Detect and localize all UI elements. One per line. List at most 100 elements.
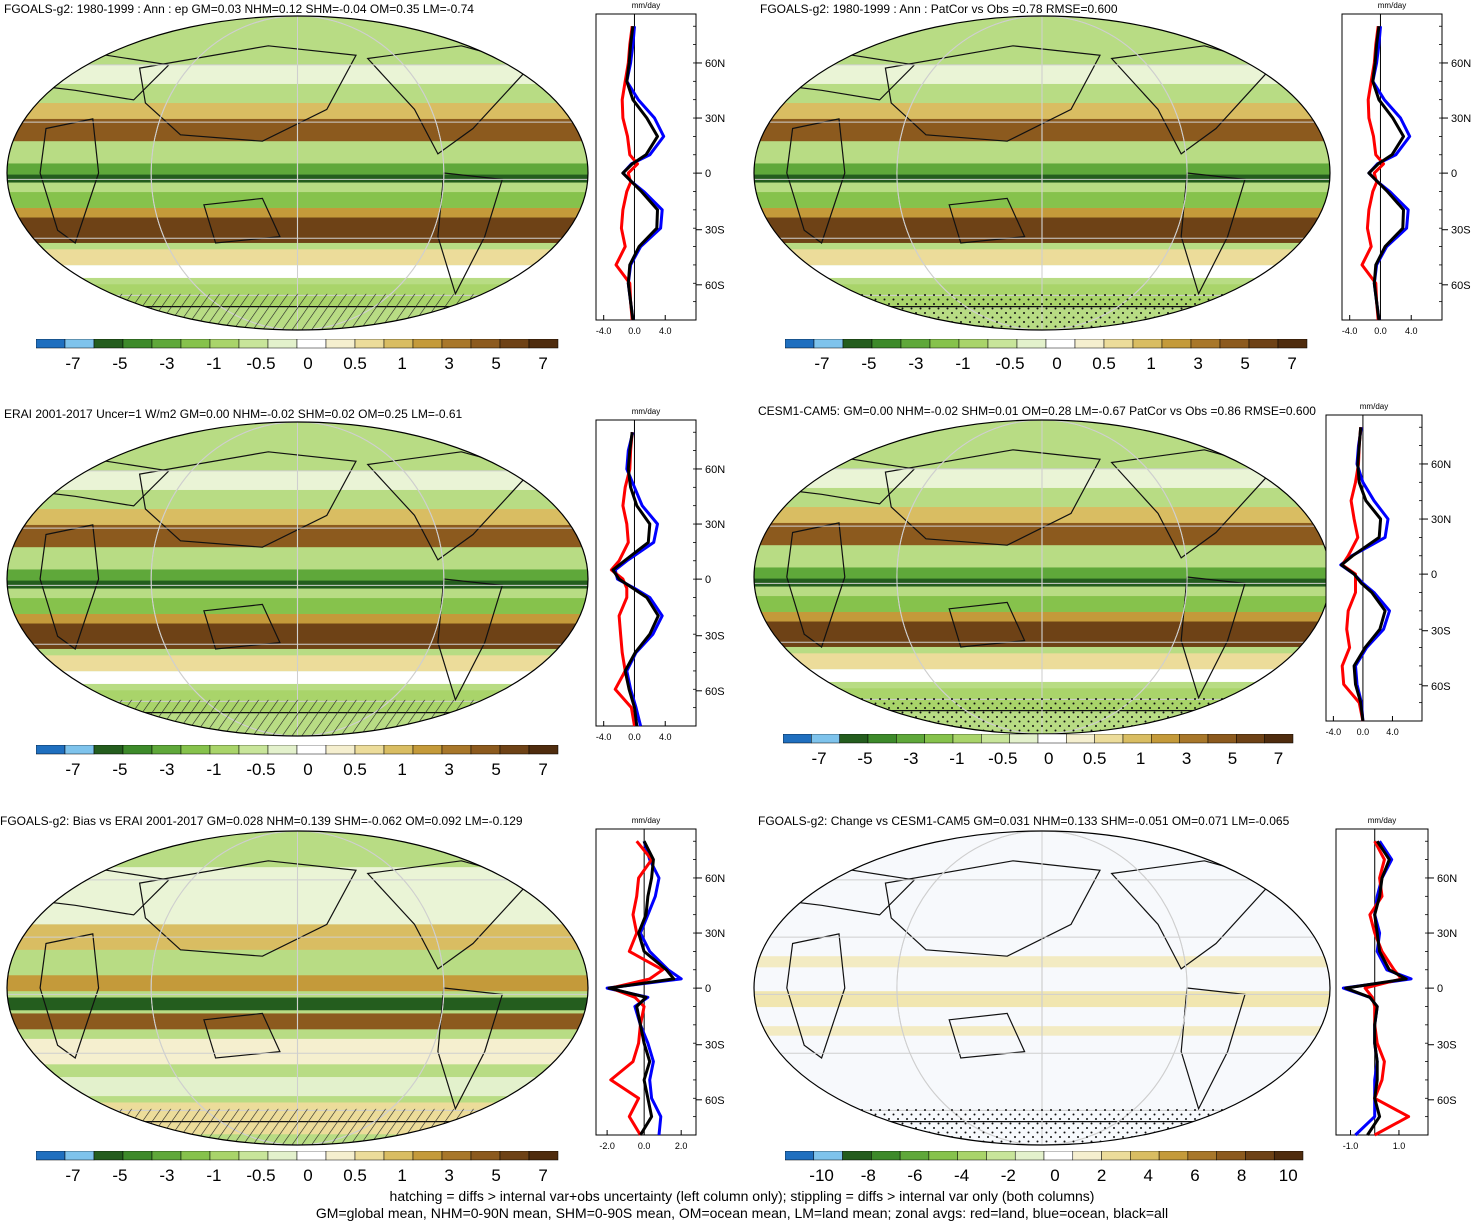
colorbar-swatch <box>840 734 868 743</box>
colorbar-swatch <box>814 339 843 348</box>
colorbar-label: 0.5 <box>1083 749 1107 768</box>
colorbar-label: 0 <box>1052 354 1061 373</box>
colorbar-label: 0.5 <box>1092 354 1116 373</box>
lat-tick-label: 30N <box>1437 928 1457 940</box>
lat-tick-label: 60N <box>705 464 725 476</box>
colorbar-label: -1 <box>206 1166 221 1185</box>
colorbar-label: 3 <box>1182 749 1191 768</box>
colorbar-swatch <box>529 1151 558 1160</box>
colorbar-label: -3 <box>159 760 174 779</box>
colorbar-label: -10 <box>809 1166 834 1185</box>
colorbar-label: 7 <box>1287 354 1296 373</box>
lat-tick-label: 30S <box>1451 225 1471 237</box>
colorbar-swatch <box>1220 339 1249 348</box>
colorbar-swatch <box>355 745 384 754</box>
colorbar-label: 1 <box>397 760 406 779</box>
x-tick-label: 4.0 <box>659 732 672 742</box>
colorbar-swatch <box>1123 734 1151 743</box>
colorbar-label: -0.5 <box>246 1166 275 1185</box>
colorbar-swatch <box>442 745 471 754</box>
colorbar-swatch <box>500 745 529 754</box>
colorbar-swatch <box>1249 339 1278 348</box>
colorbar-swatch <box>152 745 181 754</box>
lat-tick-label: 60N <box>705 58 725 70</box>
colorbar-swatch <box>1066 734 1094 743</box>
colorbar-swatch <box>442 1151 471 1160</box>
stippling-region <box>752 294 1332 332</box>
colorbar-swatch <box>471 745 500 754</box>
colorbar-label: 5 <box>1240 354 1249 373</box>
precip-map <box>5 14 590 332</box>
panel-title: FGOALS-g2: Change vs CESM1-CAM5 GM=0.031… <box>758 814 1289 828</box>
precip-map <box>5 420 590 738</box>
x-tick-label: -4.0 <box>596 732 612 742</box>
stippling-region <box>752 698 1332 736</box>
colorbar-label: -5 <box>112 354 127 373</box>
colorbar-label: -8 <box>861 1166 876 1185</box>
x-tick-label: 2.0 <box>675 1141 688 1151</box>
colorbar-label: 5 <box>491 760 500 779</box>
colorbar-swatch <box>1188 1151 1217 1160</box>
colorbar-swatch <box>500 1151 529 1160</box>
colorbar-swatch <box>355 1151 384 1160</box>
colorbar-swatch <box>65 339 94 348</box>
colorbar-label: -4 <box>954 1166 969 1185</box>
colorbar-swatch <box>326 1151 355 1160</box>
hatching-region <box>5 1109 590 1147</box>
x-tick-label: 0.0 <box>638 1141 651 1151</box>
colorbar-swatch <box>210 745 239 754</box>
x-tick-label: 0.0 <box>628 326 641 336</box>
colorbar-label: -7 <box>65 1166 80 1185</box>
colorbar-swatch <box>1180 734 1208 743</box>
lat-tick-label: 60N <box>1451 58 1471 70</box>
colorbar-swatch <box>900 1151 929 1160</box>
colorbar-swatch <box>981 734 1009 743</box>
colorbar-swatch <box>1265 734 1293 743</box>
lat-tick-label: 30S <box>705 1040 725 1052</box>
colorbar-label: -3 <box>903 749 918 768</box>
lat-tick-label: 60S <box>1437 1095 1457 1107</box>
lat-tick-label: 30N <box>1451 113 1471 125</box>
lat-tick-label: 30N <box>705 519 725 531</box>
x-tick-label: -4.0 <box>1326 727 1342 737</box>
precip-map <box>752 829 1332 1147</box>
colorbar-swatch <box>785 339 814 348</box>
lat-tick-label: 0 <box>1437 983 1443 995</box>
colorbar-swatch <box>811 734 839 743</box>
colorbar-label: -3 <box>159 354 174 373</box>
x-tick-label: 0.0 <box>1374 326 1387 336</box>
lat-tick-label: 30N <box>1431 514 1451 526</box>
colorbar-swatch <box>181 339 210 348</box>
lat-tick-label: 60S <box>1451 280 1471 292</box>
colorbar-swatch <box>326 745 355 754</box>
colorbar-swatch <box>36 339 65 348</box>
colorbar-swatch <box>925 734 953 743</box>
lat-tick-label: 30S <box>705 225 725 237</box>
colorbar-swatch <box>65 1151 94 1160</box>
colorbar-swatch <box>65 745 94 754</box>
lat-tick-label: 30S <box>1437 1040 1457 1052</box>
hatching-region <box>5 700 590 738</box>
colorbar-swatch <box>843 1151 872 1160</box>
colorbar-swatch <box>1245 1151 1274 1160</box>
colorbar-label: 0 <box>303 354 312 373</box>
lat-tick-label: 60N <box>1431 459 1451 471</box>
colorbar-swatch <box>1159 1151 1188 1160</box>
colorbar-label: 6 <box>1190 1166 1199 1185</box>
zonal-plot-frame <box>596 420 696 726</box>
colorbar-swatch <box>355 339 384 348</box>
colorbar-swatch <box>1133 339 1162 348</box>
colorbar-label: -5 <box>112 760 127 779</box>
colorbar-label: -0.5 <box>995 354 1024 373</box>
colorbar-label: 3 <box>444 760 453 779</box>
colorbar-swatch <box>1095 734 1123 743</box>
colorbar-swatch <box>471 1151 500 1160</box>
lat-tick-label: 0 <box>1431 569 1437 581</box>
zonal-unit-label: mm/day <box>632 816 660 825</box>
